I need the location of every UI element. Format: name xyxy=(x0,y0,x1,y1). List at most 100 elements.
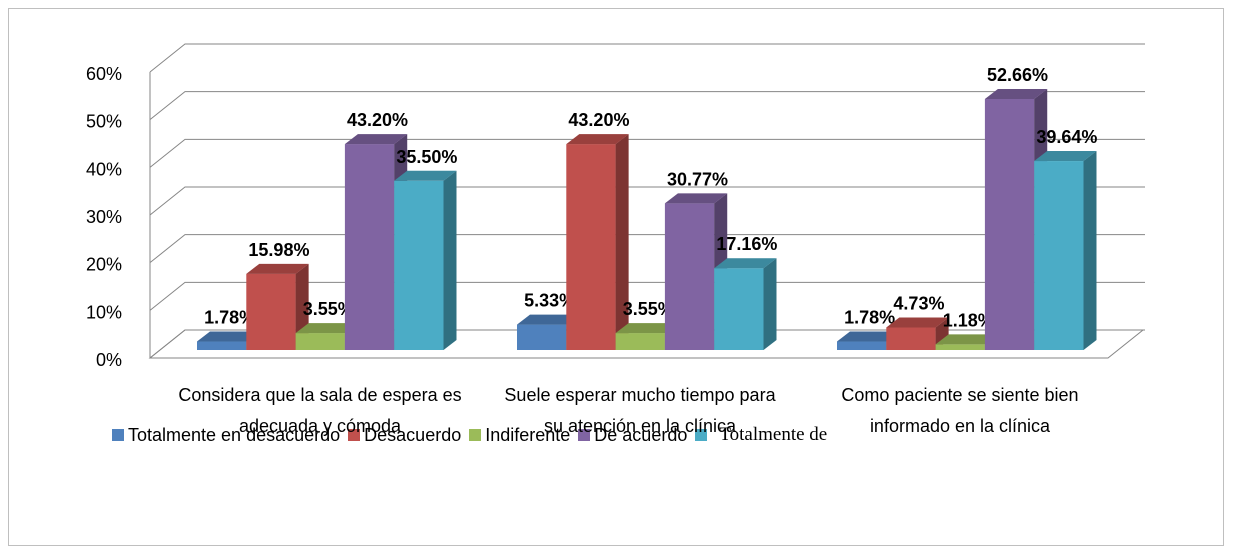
x-tick-label: Considera que la sala de espera es adecu… xyxy=(178,385,462,436)
bar-top xyxy=(246,263,309,274)
bar xyxy=(517,324,567,350)
grid-line xyxy=(149,281,1145,311)
legend-swatch xyxy=(112,429,124,441)
bar-top xyxy=(344,134,408,145)
bar xyxy=(1034,161,1084,350)
y-tick-label: 40% xyxy=(86,159,122,179)
bar-side xyxy=(443,170,457,350)
bar-top-shade xyxy=(935,334,998,345)
legend-label: Totalmente de xyxy=(719,424,828,445)
bar-top xyxy=(197,331,260,342)
bar-top xyxy=(295,323,358,334)
bar-top-shade xyxy=(714,258,777,269)
bar-side xyxy=(763,258,777,350)
bar-3d xyxy=(394,170,457,350)
grid-line xyxy=(149,91,1145,121)
y-tick-label: 60% xyxy=(86,64,122,84)
data-label: 17.16% xyxy=(716,234,777,254)
legend-item: Desacuerdo xyxy=(348,425,461,446)
data-label: 4.73% xyxy=(893,293,944,313)
bar xyxy=(295,333,345,350)
grid-line xyxy=(149,186,1145,216)
legend-swatch xyxy=(469,429,482,441)
bar-top-shade xyxy=(344,134,408,145)
y-tick-label: 10% xyxy=(86,302,122,322)
bar-top-shade xyxy=(1034,151,1097,162)
bar xyxy=(714,268,764,350)
bar-top xyxy=(566,134,629,145)
bar xyxy=(197,341,247,350)
bar xyxy=(664,203,715,350)
x-tick-label: Como paciente se siente bien informado e… xyxy=(841,385,1079,436)
bar-side xyxy=(615,134,629,350)
data-label: 1.18% xyxy=(943,310,994,330)
bar xyxy=(566,144,616,350)
bar-top-shade xyxy=(837,331,900,342)
bar-top-shade xyxy=(295,323,358,334)
bar xyxy=(394,180,444,350)
bar-top xyxy=(517,314,580,325)
data-label: 1.78% xyxy=(204,308,255,328)
data-label: 15.98% xyxy=(248,240,309,260)
data-label: 43.20% xyxy=(347,110,408,130)
bar-top xyxy=(935,334,998,345)
bar xyxy=(935,344,985,350)
bar-top-shade xyxy=(886,317,949,328)
bar-top xyxy=(615,323,678,334)
bar-top-shade xyxy=(615,323,678,334)
legend-item: Indiferente xyxy=(469,425,570,446)
grid-line xyxy=(149,138,1145,168)
legend-swatch xyxy=(695,429,708,441)
y-tick-label: 50% xyxy=(86,112,122,132)
bar-top xyxy=(714,258,777,269)
y-tick-label: 0% xyxy=(96,350,122,370)
bar-top-shade xyxy=(197,331,260,342)
bar-top xyxy=(1034,151,1097,162)
bar-side-shade xyxy=(763,258,777,350)
bar-side-shade xyxy=(443,170,457,350)
data-label: 35.50% xyxy=(396,147,457,167)
bar-3d xyxy=(246,263,309,350)
bar-top xyxy=(984,88,1048,99)
bar-side-shade xyxy=(615,134,629,350)
bar-3d xyxy=(714,258,777,350)
y-tick-label: 20% xyxy=(86,255,122,275)
grid-line xyxy=(149,329,1145,359)
bar-3d xyxy=(1034,151,1097,350)
x-tick-label: Suele esperar mucho tiempo para su atenc… xyxy=(504,385,776,436)
bar-top-shade xyxy=(984,88,1048,99)
bar xyxy=(246,273,296,350)
legend: Totalmente en desacuerdo Desacuerdo Indife… xyxy=(112,424,835,446)
legend-label: Desacuerdo xyxy=(364,424,462,445)
chart-border xyxy=(8,8,1224,546)
y-tick-label: 30% xyxy=(86,207,122,227)
data-label: 52.66% xyxy=(987,65,1048,85)
legend-label: De acuerdo xyxy=(594,424,688,445)
data-label: 39.64% xyxy=(1036,127,1097,147)
data-label: 30.77% xyxy=(667,169,728,189)
bar-top-shade xyxy=(394,170,457,181)
legend-swatch xyxy=(348,429,361,441)
legend-item: Totalmente de xyxy=(695,424,827,446)
bar xyxy=(837,341,887,350)
grid-line xyxy=(149,234,1145,264)
bar-top-shade xyxy=(517,314,580,325)
bar-side-shade xyxy=(1083,151,1097,350)
data-label: 1.78% xyxy=(844,308,895,328)
legend-item: De acuerdo xyxy=(578,425,687,446)
grid-line xyxy=(149,43,1145,73)
bar-side xyxy=(1083,151,1097,350)
legend-label: Totalmente en desacuerdo xyxy=(128,424,341,445)
legend-item: Totalmente en desacuerdo xyxy=(112,425,340,446)
data-label: 3.55% xyxy=(303,299,354,319)
bar xyxy=(984,98,1035,350)
bar-top-shade xyxy=(246,263,309,274)
bar xyxy=(344,144,395,350)
bar xyxy=(886,327,936,350)
bar-top xyxy=(394,170,457,181)
legend-label: Indiferente xyxy=(485,424,571,445)
bar-3d xyxy=(566,134,629,350)
data-label: 5.33% xyxy=(524,291,575,311)
